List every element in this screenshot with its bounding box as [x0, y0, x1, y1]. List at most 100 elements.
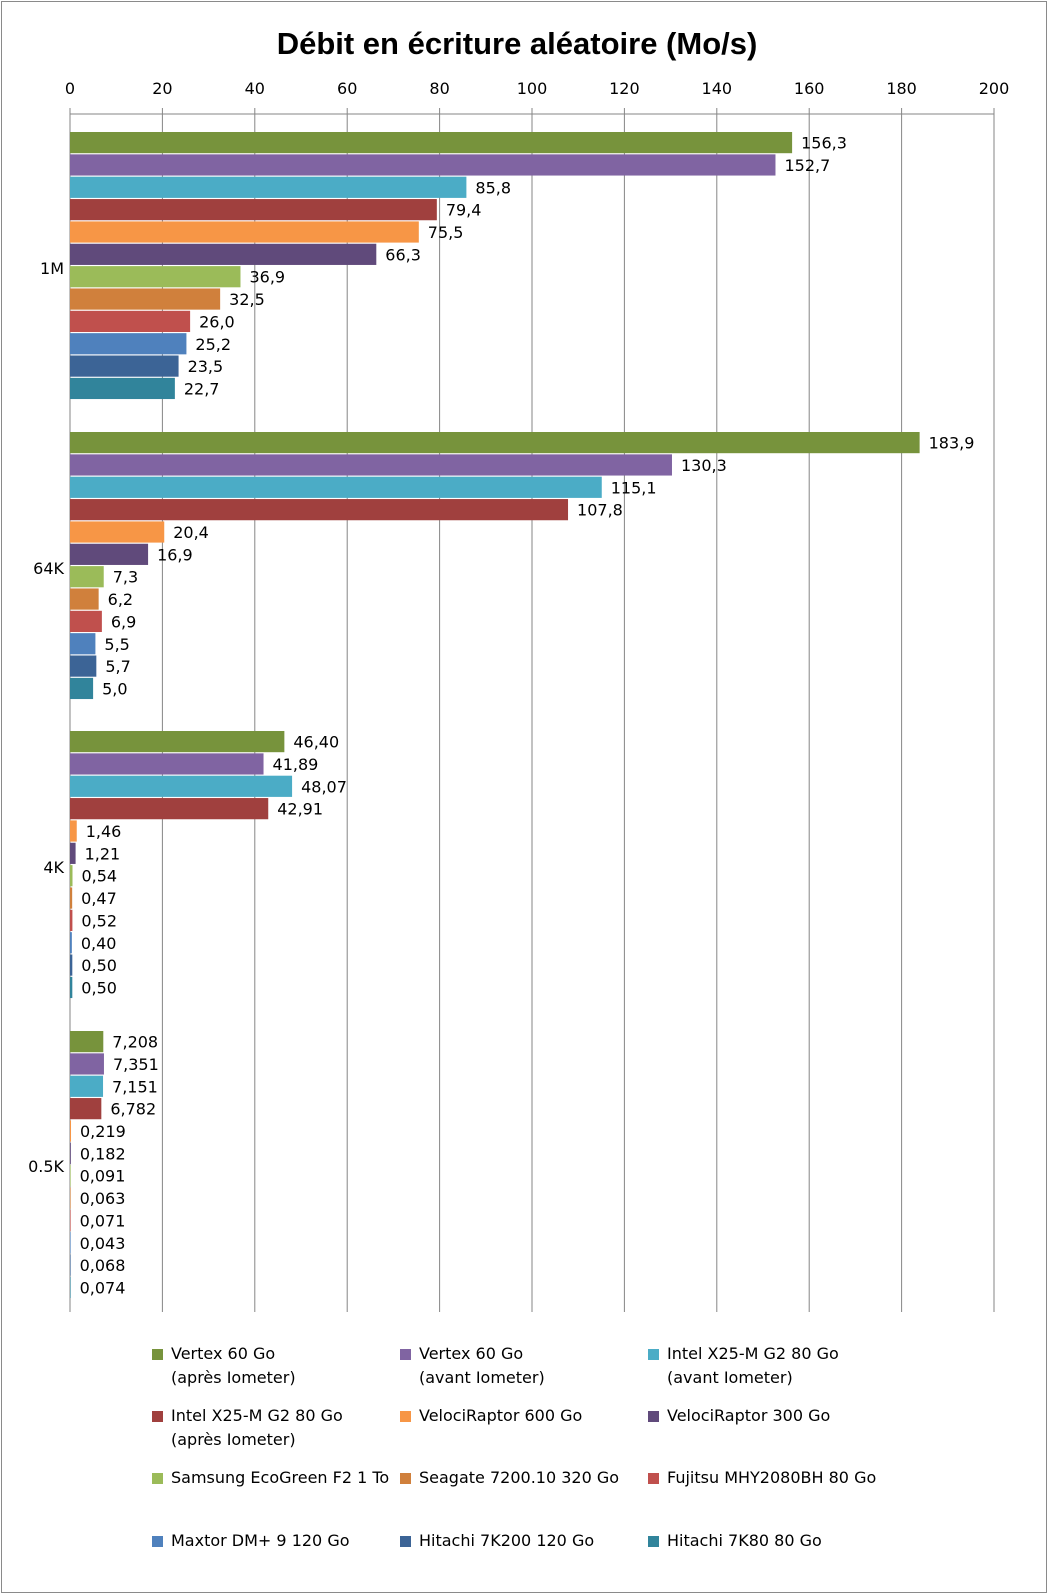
bar: [70, 731, 285, 753]
data-label: 23,5: [188, 357, 224, 376]
legend-swatch: [400, 1473, 411, 1484]
bar: [70, 132, 793, 154]
legend-item: Intel X25-M G2 80 Go (après Iometer): [152, 1404, 343, 1452]
bar: [70, 154, 776, 176]
bar: [70, 1254, 71, 1276]
data-label: 0,068: [80, 1256, 126, 1275]
data-label: 7,151: [112, 1077, 158, 1096]
legend-swatch: [648, 1349, 659, 1360]
chart-title: Débit en écriture aléatoire (Mo/s): [277, 26, 758, 61]
bar: [70, 655, 97, 677]
bar: [70, 476, 602, 498]
bar: [70, 1209, 71, 1231]
data-label: 0,54: [81, 867, 117, 886]
data-label: 0,40: [81, 934, 117, 953]
bar: [70, 633, 96, 655]
data-label: 26,0: [199, 312, 235, 331]
data-label: 16,9: [157, 545, 193, 564]
x-tick-label: 160: [794, 79, 825, 98]
data-label: 25,2: [195, 335, 231, 354]
bar: [70, 432, 920, 454]
legend-item: VelociRaptor 300 Go: [648, 1404, 830, 1428]
legend-swatch: [400, 1411, 411, 1422]
bar: [70, 775, 293, 797]
bar: [70, 243, 377, 265]
data-label: 5,0: [102, 679, 127, 698]
legend-item: Intel X25-M G2 80 Go (avant Iometer): [648, 1342, 839, 1390]
category-labels: 1M 64K 4K 0.5K: [28, 259, 64, 1176]
bar: [70, 1031, 104, 1053]
x-tick-label: 40: [245, 79, 265, 98]
legend-label: Samsung EcoGreen F2 1 To: [171, 1468, 390, 1487]
data-label: 130,3: [681, 456, 727, 475]
bar: [70, 454, 672, 476]
legend-item: Maxtor DM+ 9 120 Go: [152, 1529, 350, 1553]
legend-swatch: [152, 1536, 163, 1547]
bar: [70, 820, 77, 842]
data-label: 0,50: [81, 978, 117, 997]
bar: [70, 842, 76, 864]
bar: [70, 865, 73, 887]
x-tick-label: 20: [152, 79, 172, 98]
bar: [70, 355, 179, 377]
category-label: 1M: [40, 259, 64, 278]
bar: [70, 1187, 71, 1209]
data-label: 79,4: [446, 201, 482, 220]
legend-label: Hitachi 7K80 80 Go: [667, 1531, 822, 1550]
legend-item: Hitachi 7K200 120 Go: [400, 1529, 594, 1553]
legend-item: Samsung EcoGreen F2 1 To: [152, 1466, 389, 1490]
legend-swatch: [152, 1349, 163, 1360]
bar: [70, 1232, 71, 1254]
category-label: 0.5K: [28, 1157, 64, 1176]
bar: [70, 588, 99, 610]
legend-item: Vertex 60 Go (avant Iometer): [400, 1342, 545, 1390]
data-label: 5,7: [105, 657, 130, 676]
data-label: 6,9: [111, 612, 136, 631]
data-label: 152,7: [784, 156, 830, 175]
data-label: 22,7: [184, 379, 220, 398]
data-label: 183,9: [929, 434, 975, 453]
bar: [70, 932, 72, 954]
data-labels: 156,3 152,7 85,8 79,4 75,5 66,3 36,9 32,5 26,0 25…: [80, 134, 975, 1298]
bar: [70, 1053, 104, 1075]
x-tick-label: 100: [517, 79, 548, 98]
legend-label: Vertex 60 Go (avant Iometer): [419, 1344, 545, 1387]
data-label: 0,50: [81, 956, 117, 975]
data-label: 48,07: [301, 777, 347, 796]
bar: [70, 1165, 71, 1187]
bar: [70, 798, 269, 820]
data-label: 20,4: [173, 523, 209, 542]
bars: [70, 132, 920, 1299]
bar: [70, 521, 165, 543]
data-label: 6,2: [108, 590, 133, 609]
bar: [70, 499, 569, 521]
legend-swatch: [152, 1473, 163, 1484]
x-tick-label: 120: [609, 79, 640, 98]
legend-swatch: [400, 1349, 411, 1360]
data-label: 0,219: [80, 1122, 126, 1141]
legend-item: Vertex 60 Go (après Iometer): [152, 1342, 296, 1390]
data-label: 42,91: [277, 800, 323, 819]
bar: [70, 1276, 71, 1299]
data-label: 1,46: [86, 822, 122, 841]
legend-label: Fujitsu MHY2080BH 80 Go: [667, 1468, 877, 1487]
bar: [70, 610, 102, 632]
category-label: 4K: [43, 858, 64, 877]
data-label: 0,182: [80, 1144, 126, 1163]
data-label: 6,782: [110, 1100, 156, 1119]
x-tick-label: 140: [702, 79, 733, 98]
legend-swatch: [400, 1536, 411, 1547]
x-tick-label: 60: [337, 79, 357, 98]
bar: [70, 887, 73, 909]
x-tick-label: 180: [886, 79, 917, 98]
bar: [70, 266, 241, 288]
data-label: 7,208: [112, 1033, 158, 1052]
bar: [70, 1120, 72, 1142]
bar: [70, 199, 437, 221]
legend-label: Maxtor DM+ 9 120 Go: [171, 1531, 350, 1550]
x-tick-label: 80: [429, 79, 449, 98]
data-label: 0,063: [80, 1189, 126, 1208]
bar: [70, 677, 94, 700]
data-label: 0,043: [80, 1234, 126, 1253]
legend-swatch: [152, 1411, 163, 1422]
